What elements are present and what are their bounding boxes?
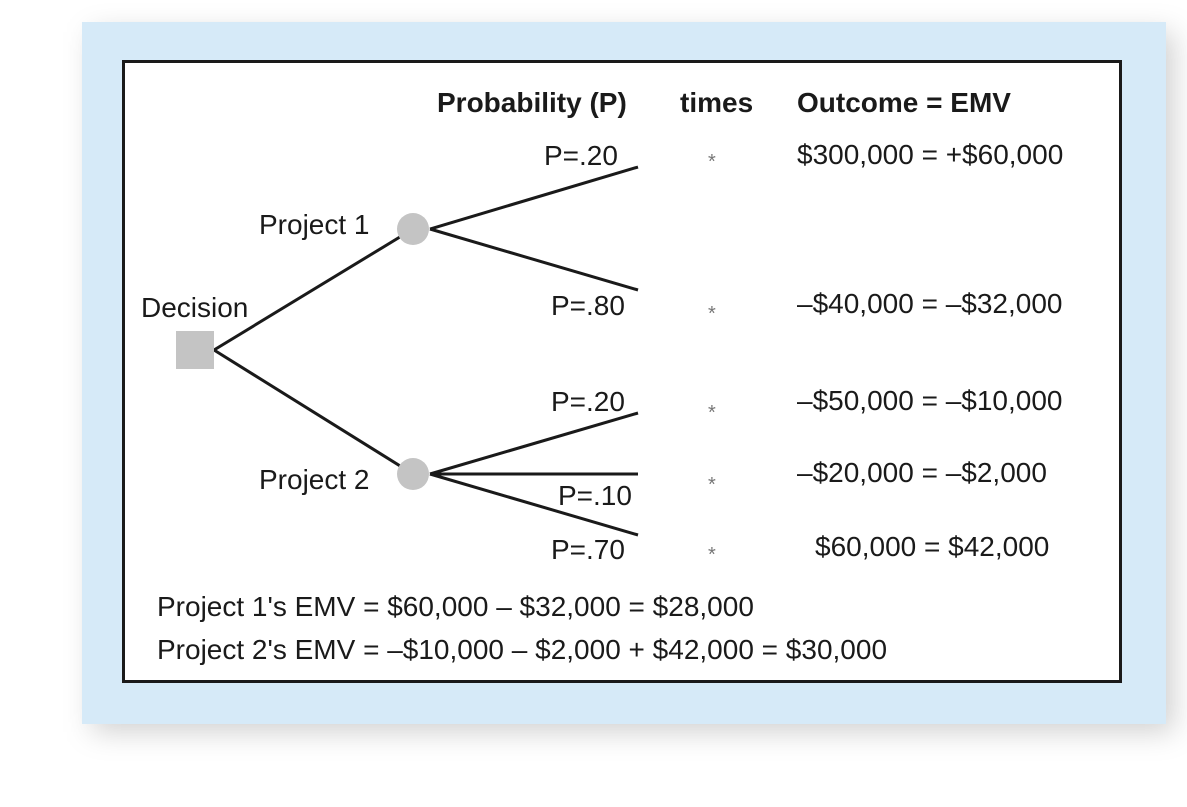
diagram-frame xyxy=(122,60,1122,683)
probability-label: P=.80 xyxy=(551,290,625,321)
decision-node xyxy=(176,331,214,369)
project-1-emv-summary: Project 1's EMV = $60,000 – $32,000 = $2… xyxy=(157,591,754,622)
chance-node-project-2 xyxy=(397,458,429,490)
project-2-label: Project 2 xyxy=(259,464,370,495)
decision-label: Decision xyxy=(141,292,249,323)
header-outcome-emv: Outcome = EMV xyxy=(797,87,1011,118)
edge-project-2-branch-1 xyxy=(429,411,639,476)
edge-decision-project-1 xyxy=(213,227,414,352)
times-operator: * xyxy=(708,402,716,424)
probability-label: P=.20 xyxy=(551,386,625,417)
project-2-emv-summary: Project 2's EMV = –$10,000 – $2,000 + $4… xyxy=(157,634,888,665)
header-times: times xyxy=(680,87,754,118)
outcome-emv-result: $300,000 = +$60,000 xyxy=(797,139,1064,170)
outcome-emv-result: –$50,000 = –$10,000 xyxy=(797,385,1063,416)
probability-label: P=.10 xyxy=(558,480,632,511)
outcome-emv-result: –$20,000 = –$2,000 xyxy=(797,457,1047,488)
outcome-emv-result: –$40,000 = –$32,000 xyxy=(797,288,1063,319)
chance-node-project-1 xyxy=(397,213,429,245)
times-operator: * xyxy=(708,151,716,173)
edge-project-1-branch-1 xyxy=(429,165,639,231)
edge-decision-project-2 xyxy=(213,348,414,476)
probability-label: P=.20 xyxy=(544,140,618,171)
probability-label: P=.70 xyxy=(551,534,625,565)
edge-project-2-branch-3 xyxy=(429,472,639,537)
times-operator: * xyxy=(708,474,716,496)
project-1-label: Project 1 xyxy=(259,209,370,240)
outcome-emv-result: $60,000 = $42,000 xyxy=(815,531,1050,562)
header-probability: Probability (P) xyxy=(437,87,627,118)
times-operator: * xyxy=(708,544,716,566)
times-operator: * xyxy=(708,303,716,325)
edge-project-1-branch-2 xyxy=(429,227,639,292)
